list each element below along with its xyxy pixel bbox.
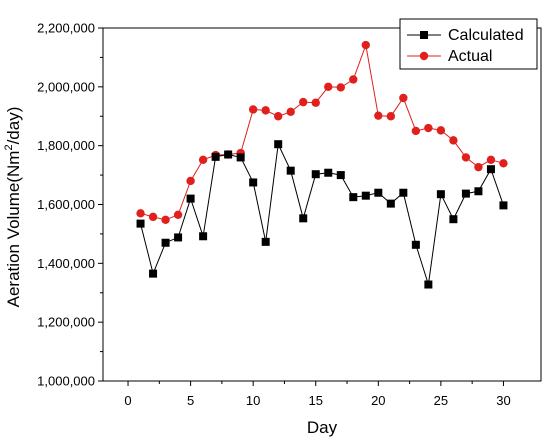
data-point-actual: [361, 40, 370, 50]
data-point-calculated: [249, 178, 258, 187]
data-point-actual: [436, 126, 446, 135]
data-point-actual: [336, 83, 345, 92]
data-point-actual: [374, 111, 383, 120]
data-point-actual: [486, 155, 496, 164]
data-point-actual: [324, 82, 333, 92]
data-point-calculated: [311, 170, 320, 179]
data-point-actual: [198, 155, 208, 164]
data-point-calculated: [324, 168, 333, 177]
x-tick-label: 5: [187, 393, 194, 408]
data-point-calculated: [186, 194, 195, 203]
y-tick-label: 1,600,000: [37, 197, 95, 212]
data-point-actual: [286, 107, 295, 117]
data-point-actual: [499, 159, 508, 168]
x-tick-label: 20: [371, 393, 385, 408]
plot-frame: [102, 27, 542, 382]
series-line-actual: [140, 43, 504, 221]
data-point-calculated: [474, 187, 483, 196]
legend-marker-actual: [419, 51, 429, 61]
data-point-actual: [248, 105, 258, 114]
y-tick-label: 2,000,000: [37, 79, 95, 94]
legend-label-actual: Actual: [448, 48, 492, 65]
legend: Calculated Actual: [399, 18, 538, 70]
data-point-calculated: [286, 166, 295, 175]
data-point-calculated: [499, 201, 508, 210]
data-point-calculated: [299, 214, 308, 223]
plot-border: [102, 27, 542, 382]
y-tick-label: 2,200,000: [37, 21, 95, 36]
data-point-calculated: [136, 219, 145, 228]
data-point-calculated: [236, 153, 245, 162]
x-tick-label: 10: [246, 393, 260, 408]
series-calculated: [136, 140, 508, 289]
data-point-actual: [449, 136, 458, 145]
axis-ticks: [98, 27, 504, 386]
data-point-calculated: [174, 233, 183, 242]
data-point-calculated: [361, 191, 370, 200]
series-group: [136, 40, 508, 289]
y-tick-label: 1,000,000: [37, 374, 95, 389]
data-point-calculated: [411, 240, 420, 249]
x-axis-title: Day: [307, 418, 338, 437]
series-line-calculated: [140, 142, 504, 285]
data-point-actual: [424, 123, 433, 133]
data-point-calculated: [424, 280, 433, 289]
x-tick-label: 0: [124, 393, 131, 408]
y-tick-label: 1,200,000: [37, 315, 95, 330]
y-tick-label: 1,400,000: [37, 256, 95, 271]
data-point-actual: [349, 75, 358, 84]
data-point-actual: [161, 215, 170, 224]
data-point-calculated: [449, 215, 458, 224]
y-axis-title-end: /day): [4, 107, 23, 145]
legend-label-calculated: Calculated: [448, 27, 524, 44]
data-point-actual: [386, 112, 396, 121]
x-tick-label: 25: [434, 393, 448, 408]
legend-marker-calculated: [420, 31, 428, 39]
data-point-actual: [261, 106, 270, 115]
data-point-calculated: [349, 193, 358, 202]
data-point-actual: [474, 162, 483, 172]
y-axis-title-superscript: 2: [3, 144, 15, 150]
data-point-actual: [461, 153, 471, 162]
y-axis-title: Aeration Volume(Nm2/day): [3, 107, 23, 308]
data-point-calculated: [386, 199, 395, 208]
data-point-calculated: [224, 150, 233, 159]
data-point-calculated: [374, 188, 383, 197]
x-tick-label: 15: [309, 393, 323, 408]
data-point-calculated: [399, 188, 408, 197]
data-point-calculated: [461, 189, 470, 198]
data-point-calculated: [436, 190, 445, 199]
data-point-calculated: [274, 140, 283, 149]
data-point-calculated: [261, 237, 270, 246]
data-point-actual: [173, 210, 183, 219]
data-point-calculated: [211, 152, 220, 161]
data-point-calculated: [486, 165, 495, 174]
data-point-calculated: [336, 171, 345, 180]
data-point-actual: [274, 112, 283, 121]
data-point-actual: [411, 126, 421, 136]
data-point-actual: [186, 176, 195, 186]
y-tick-label: 1,800,000: [37, 138, 95, 153]
data-point-calculated: [161, 238, 170, 247]
data-point-actual: [399, 93, 408, 103]
data-point-actual: [299, 97, 308, 107]
legend-box: [399, 18, 538, 70]
data-point-actual: [311, 98, 320, 107]
axis-tick-labels: 0 5 10 15 20 25 30 1,000,000 1,200,000 1,400,000 1…: [37, 21, 511, 409]
x-tick-label: 30: [496, 393, 510, 408]
data-point-actual: [136, 209, 145, 218]
data-point-actual: [148, 212, 158, 222]
data-point-calculated: [149, 269, 158, 278]
y-axis-title-main: Aeration Volume(Nm: [4, 151, 23, 308]
data-point-calculated: [199, 232, 208, 241]
